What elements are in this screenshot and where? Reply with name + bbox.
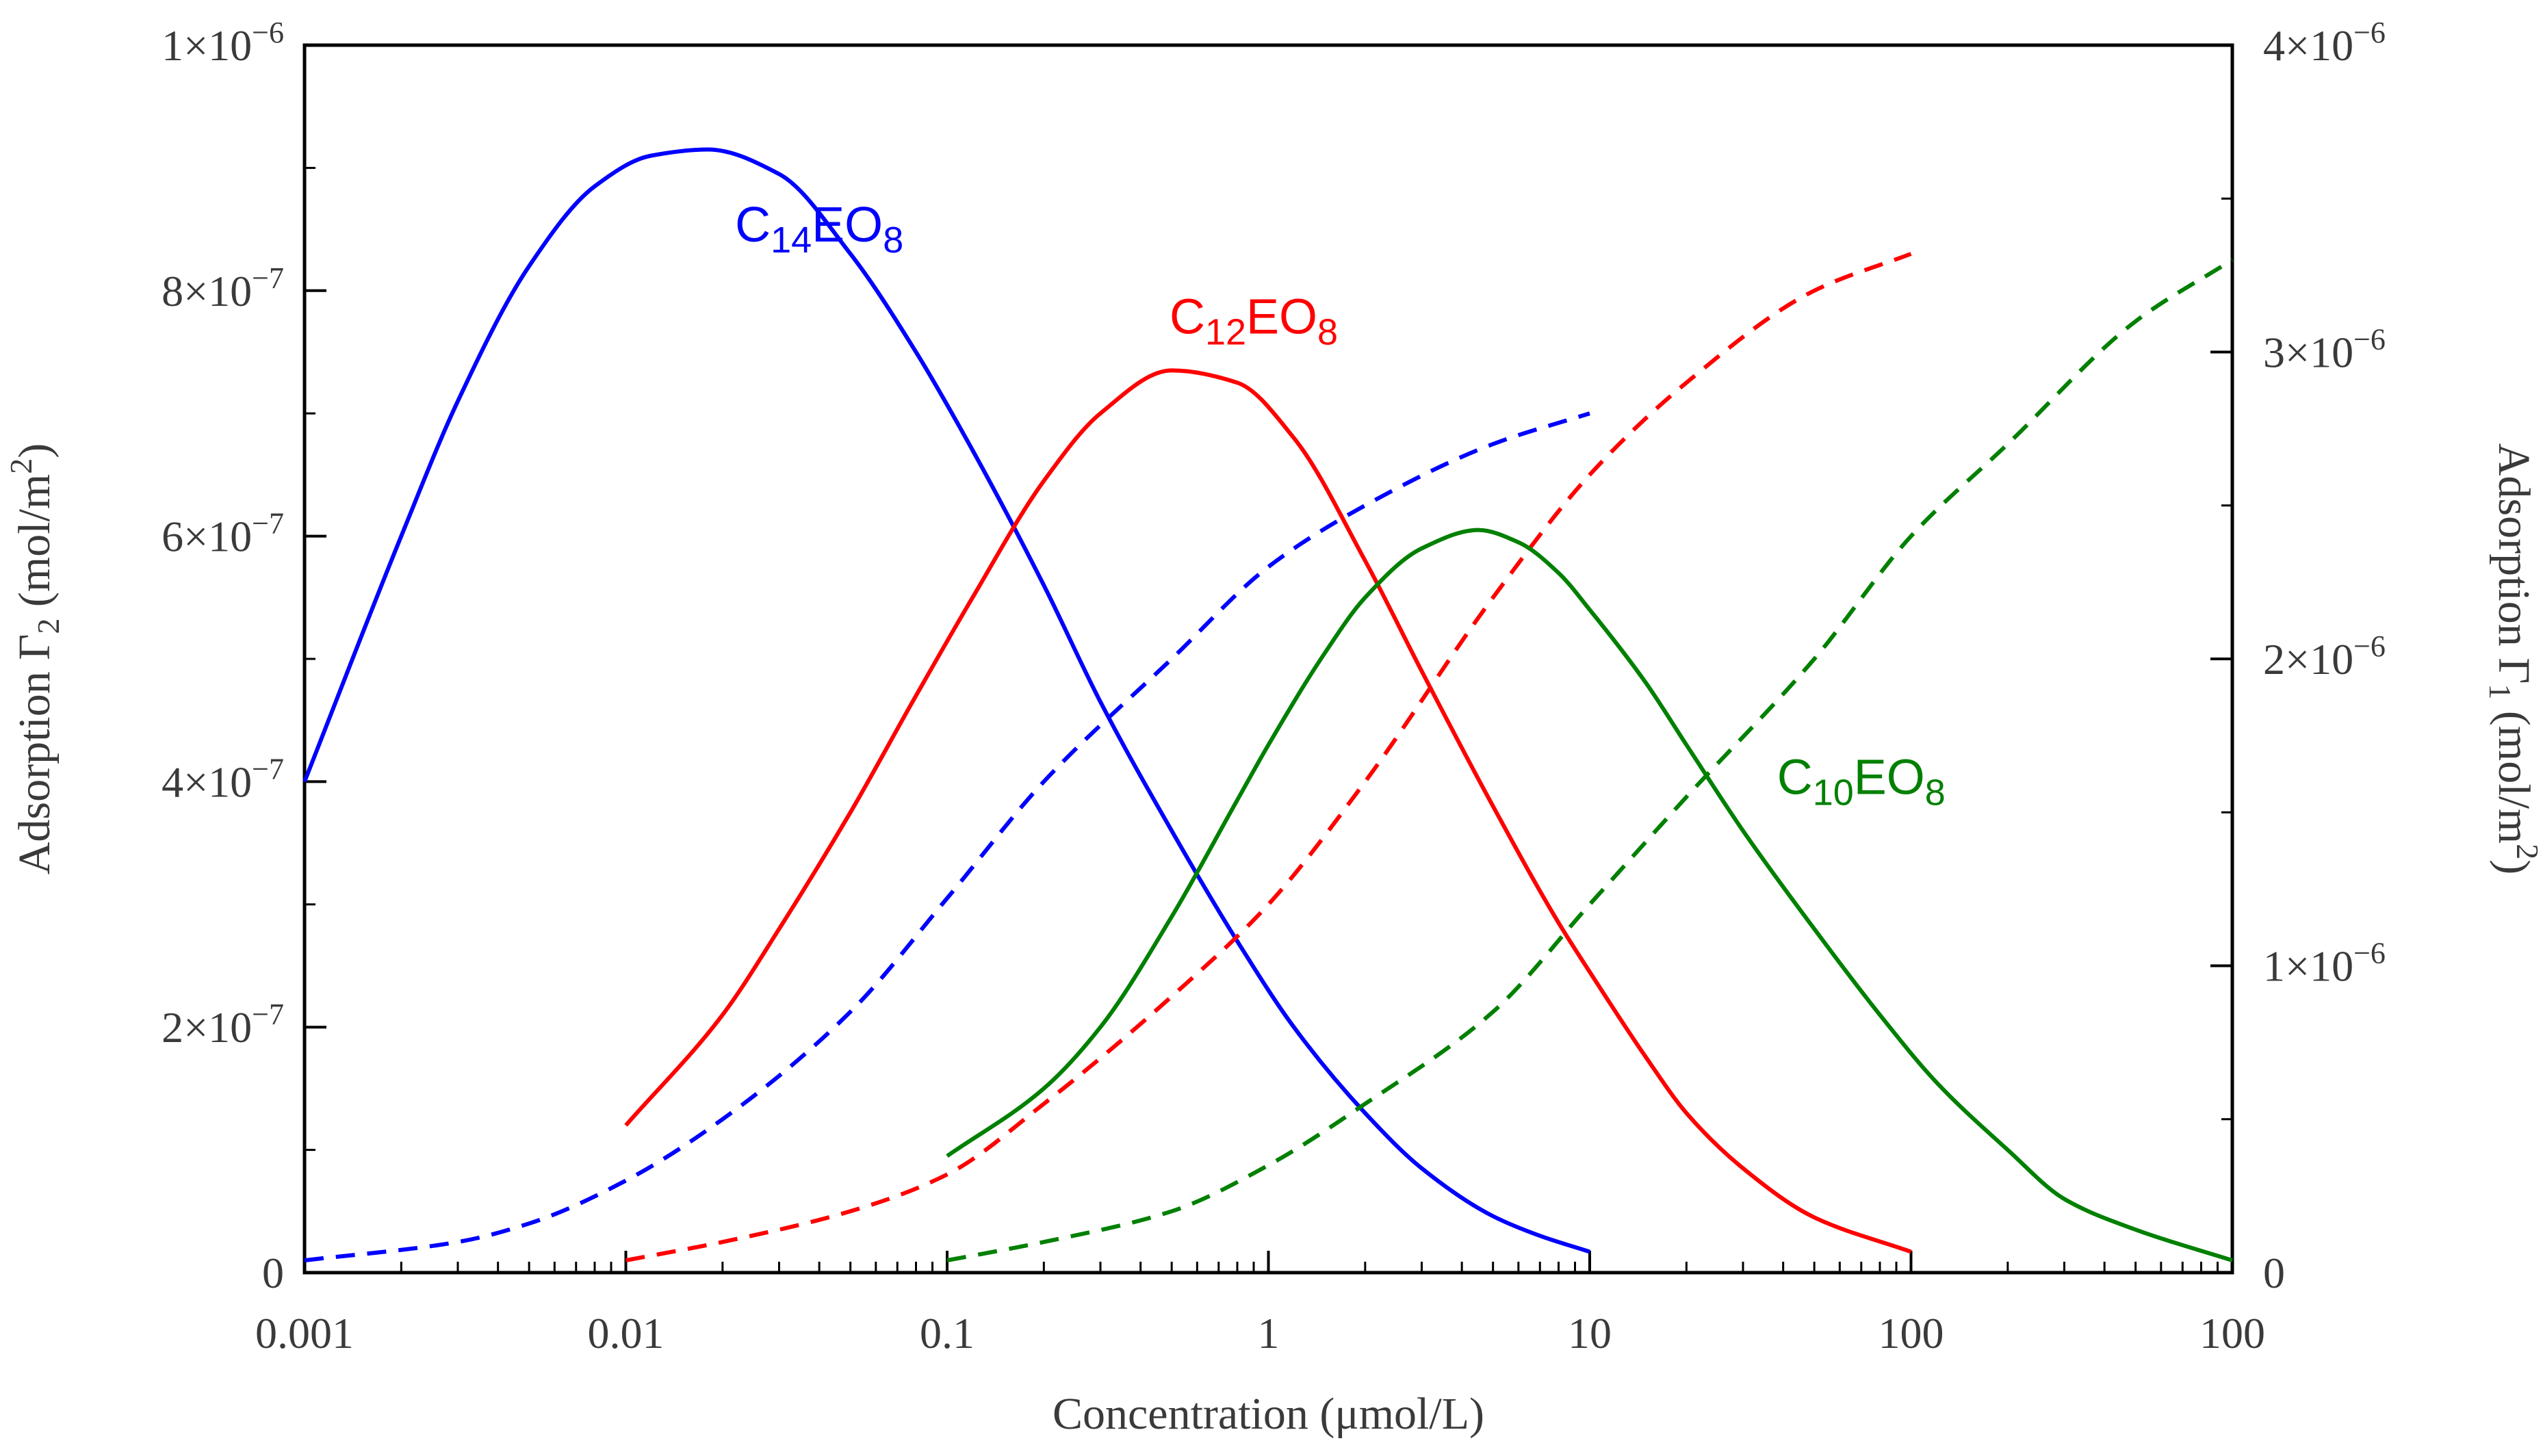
y-right-tick-label: 4×10−6 — [2263, 16, 2386, 70]
y-left-tick-label: 8×10−7 — [162, 261, 284, 315]
x-tick-label: 0.001 — [255, 1309, 354, 1357]
series-line-c10eo8-2 — [946, 528, 2233, 1262]
x-axis-title: Concentration (μmol/L) — [1053, 1389, 1484, 1439]
x-tick-label: 100 — [1879, 1309, 1944, 1357]
series-lines — [302, 147, 2234, 1263]
x-tick-label: 100 — [2199, 1309, 2265, 1357]
label-c12eo8: C12EO8 — [1170, 290, 1338, 353]
series-line-c14eo8-1 — [304, 411, 1590, 1263]
y-left-tick-label: 1×10−6 — [162, 16, 284, 70]
y-right-axis-title: Adsorption Γ1 (mol/m2) — [2483, 443, 2543, 874]
x-tick-label: 1 — [1258, 1309, 1280, 1357]
label-c14eo8: C14EO8 — [735, 198, 903, 261]
series-annotations: C14EO8 C12EO8 C10EO8 — [735, 198, 1946, 813]
x-tick-label: 0.01 — [588, 1309, 664, 1357]
y-left-tick-label: 4×10−7 — [162, 752, 284, 806]
series-line-c14eo8-2 — [302, 147, 1590, 1254]
y-right-tick-label: 3×10−6 — [2263, 323, 2386, 377]
y-left-tick-label: 0 — [262, 1249, 284, 1297]
y-left-tick-label: 6×10−7 — [162, 507, 284, 561]
axes: 0.001 0.01 0.1 1 10 100 100 0 2×10−7 4×10−7 6×10−7… — [3, 16, 2543, 1439]
x-tick-label: 10 — [1568, 1309, 1612, 1357]
y-right-tick-label: 0 — [2263, 1249, 2285, 1297]
label-c10eo8: C10EO8 — [1777, 750, 1946, 813]
x-tick-label: 0.1 — [920, 1309, 974, 1357]
series-line-c12eo8-1 — [625, 252, 1912, 1263]
y-right-tick-label: 2×10−6 — [2263, 629, 2386, 684]
y-right-tick-label: 1×10−6 — [2263, 937, 2386, 991]
y-left-axis-title: Adsorption Γ2 (mol/m2) — [3, 443, 66, 874]
y-left-tick-label: 2×10−7 — [162, 998, 284, 1052]
series-line-c12eo8-2 — [624, 368, 1912, 1254]
series-line-c10eo8-1 — [946, 258, 2234, 1263]
